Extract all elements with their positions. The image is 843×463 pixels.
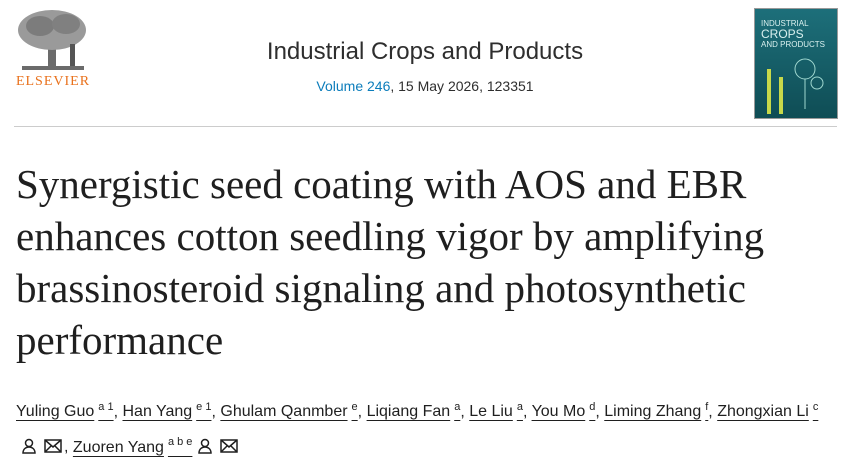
- contact-icons[interactable]: [22, 438, 64, 454]
- author-link[interactable]: Le Liu a: [469, 401, 523, 421]
- author-affiliation: f: [705, 401, 709, 413]
- author-name: Ghulam Qanmber: [220, 403, 348, 421]
- author-affiliation: a: [454, 401, 461, 413]
- author-name: Zuoren Yang: [72, 438, 164, 456]
- volume-info: Volume 246, 15 May 2026, 123351: [120, 78, 730, 94]
- author-name: Liming Zhang: [604, 403, 702, 421]
- author-affiliation: d: [589, 401, 596, 413]
- author-link[interactable]: You Mo d: [531, 401, 596, 421]
- cover-text: CROPS: [761, 27, 804, 41]
- article-title: Synergistic seed coating with AOS and EB…: [16, 161, 765, 363]
- author-link[interactable]: Ghulam Qanmber e: [220, 401, 358, 421]
- author-link[interactable]: Zhongxian Li c: [16, 401, 819, 455]
- author-name: Liqiang Fan: [366, 403, 451, 421]
- author-affiliation: a b e: [167, 436, 193, 449]
- volume-link[interactable]: Volume 246: [316, 78, 391, 94]
- author-affiliation: e: [351, 401, 358, 413]
- issue-info: , 15 May 2026, 123351: [390, 78, 534, 94]
- author-affiliation: c: [812, 401, 819, 413]
- author-link[interactable]: Liming Zhang f: [604, 401, 709, 421]
- author-name: You Mo: [531, 403, 586, 421]
- author-name: Han Yang: [122, 403, 193, 421]
- author-separator: ,: [708, 403, 713, 421]
- author-name: Yuling Guo: [16, 403, 95, 421]
- contact-icons[interactable]: [198, 438, 240, 454]
- author-name: Le Liu: [469, 403, 513, 421]
- author-link[interactable]: Liqiang Fan a: [366, 401, 461, 421]
- divider: [14, 126, 837, 127]
- author-affiliation: e 1: [196, 401, 212, 413]
- author-separator: ,: [113, 403, 119, 421]
- author-list: Yuling Guo a 1, Han Yang e 1, Ghulam Qanmb…: [16, 392, 836, 463]
- author-link[interactable]: Zuoren Yang a b e: [72, 436, 241, 456]
- author-link[interactable]: Yuling Guo a 1: [16, 401, 114, 421]
- author-separator: ,: [211, 403, 216, 421]
- author-affiliation: a: [516, 401, 523, 413]
- author-separator: ,: [64, 438, 69, 456]
- elsevier-logo[interactable]: [14, 8, 92, 72]
- cover-text: AND PRODUCTS: [761, 40, 826, 49]
- author-separator: ,: [522, 403, 528, 421]
- author-separator: ,: [357, 403, 363, 421]
- author-link[interactable]: Han Yang e 1: [122, 401, 212, 421]
- author-separator: ,: [595, 403, 600, 421]
- author-separator: ,: [460, 403, 465, 421]
- cover-art: [767, 58, 824, 114]
- journal-title[interactable]: Industrial Crops and Products: [266, 38, 584, 65]
- journal-cover[interactable]: INDUSTRIAL CROPS AND PRODUCTS: [754, 8, 838, 119]
- author-affiliation: a 1: [98, 401, 114, 413]
- cover-text: INDUSTRIAL: [761, 19, 809, 28]
- author-name: Zhongxian Li: [717, 403, 809, 421]
- publisher-name: ELSEVIER: [15, 74, 91, 89]
